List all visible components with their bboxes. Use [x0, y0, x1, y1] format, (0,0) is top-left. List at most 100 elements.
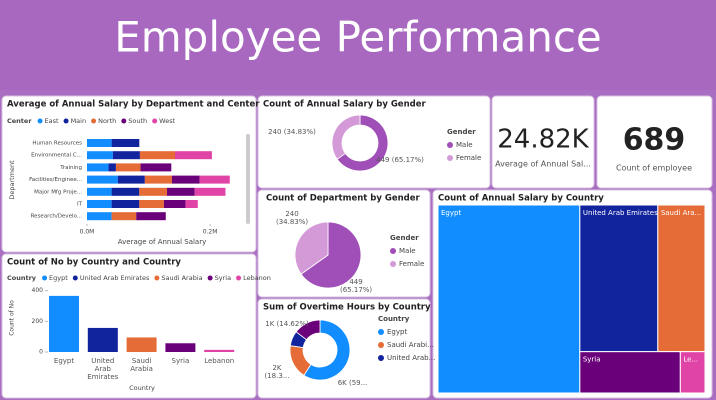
legend-title: Country — [378, 315, 410, 323]
bar — [126, 337, 157, 352]
bar-segment — [199, 175, 230, 184]
legend-label: United Arab... — [387, 354, 435, 362]
axis-title: Average of Annual Salary — [118, 238, 207, 246]
legend-label: Saudi Arabi... — [387, 341, 434, 349]
panel — [1, 95, 257, 253]
slice — [303, 319, 351, 381]
bar-segment — [87, 163, 109, 172]
legend-label: Male — [456, 141, 473, 149]
scrollbar[interactable] — [246, 134, 250, 224]
bar-segment — [111, 200, 140, 208]
data-label: 449 (65.17%) — [340, 278, 373, 294]
legend-swatch — [152, 118, 158, 124]
legend-swatch — [390, 261, 396, 267]
y-tick-label: Human Resources — [32, 141, 82, 147]
legend-swatch — [91, 118, 97, 124]
x-tick-label: Egypt — [53, 357, 75, 365]
bar-segment — [111, 212, 137, 221]
legend-label: Syria — [215, 274, 231, 282]
chart-title: Average of Annual Salary by Department a… — [7, 100, 260, 110]
legend-label: Lebanon — [243, 274, 271, 282]
bar — [49, 295, 79, 352]
tile-label: Egypt — [441, 209, 461, 217]
x-tick-label: United Arab Emirates — [87, 357, 119, 381]
header-band — [0, 0, 716, 90]
bar-segment — [117, 175, 145, 184]
bar-segment — [163, 200, 186, 208]
legend-swatch — [378, 355, 384, 361]
legend-swatch — [63, 118, 69, 124]
bar-segment — [139, 200, 164, 208]
bar-segment — [171, 175, 200, 184]
bar-segment — [115, 163, 141, 172]
legend-swatch — [378, 342, 384, 348]
bar-segment — [194, 187, 226, 196]
legend-label: Female — [456, 154, 481, 162]
bar — [204, 349, 235, 352]
bar-segment — [87, 139, 112, 147]
bar-segment — [87, 151, 113, 160]
legend-swatch — [447, 155, 453, 161]
card-label: Count of employee — [616, 164, 692, 173]
legend-title: Gender — [390, 234, 419, 242]
legend-swatch — [72, 275, 78, 281]
legend-swatch — [121, 118, 127, 124]
slice — [295, 319, 321, 341]
legend-label: Egypt — [49, 274, 68, 282]
legend-label: North — [98, 117, 116, 125]
axis-title: Count of No — [9, 300, 16, 336]
x-tick-label: 0.0M — [80, 229, 95, 236]
data-label: 2K (18.3... — [264, 364, 290, 380]
legend-swatch — [378, 329, 384, 335]
legend-swatch — [447, 142, 453, 148]
legend-label: Egypt — [387, 328, 407, 336]
bar — [87, 327, 118, 352]
chart-title: Count of Annual Salary by Country — [438, 194, 604, 204]
x-tick-label: Saudi Arabia — [130, 357, 153, 373]
slice — [294, 221, 329, 275]
data-label: 449 (65.17%) — [376, 156, 424, 164]
panel — [596, 95, 713, 189]
panel — [1, 253, 257, 399]
tile-label: United Arab Emirates — [583, 209, 658, 217]
slice — [336, 114, 389, 172]
page-title: Employee Performance — [114, 13, 602, 62]
data-label: 240 (34.83%) — [268, 128, 316, 136]
legend-swatch — [236, 275, 242, 281]
data-label: 240 (34.83%) — [276, 210, 309, 226]
y-tick-label: 400 — [32, 287, 44, 294]
bar-segment — [87, 187, 112, 196]
chart-title: Count of Department by Gender — [266, 194, 421, 204]
x-tick-label: Syria — [171, 357, 190, 365]
y-tick-label: Major Mfg Proje... — [34, 189, 82, 195]
legend-label: Saudi Arabia — [161, 274, 202, 282]
tile-label: Syria — [583, 356, 601, 364]
bar-segment — [185, 200, 198, 208]
bar-segment — [175, 151, 212, 160]
bar-segment — [87, 175, 118, 184]
treemap-tile — [679, 351, 706, 394]
y-tick-label: 0 — [39, 349, 43, 356]
y-tick-label: IT — [77, 202, 83, 208]
legend-label: East — [45, 117, 59, 125]
legend-label: Male — [399, 247, 416, 255]
panel — [257, 95, 491, 189]
bar — [165, 343, 196, 352]
legend-swatch — [154, 275, 160, 281]
legend-label: Female — [399, 260, 424, 268]
bar-segment — [139, 187, 167, 196]
slice — [331, 114, 361, 160]
bar-segment — [139, 151, 175, 160]
legend-label: Main — [71, 117, 87, 125]
tile-label: Le... — [683, 356, 698, 364]
legend-title: Center — [7, 117, 32, 125]
card-value: 24.82K — [497, 125, 589, 155]
legend-title: Country — [7, 274, 37, 282]
bar-segment — [136, 212, 166, 221]
data-label: 1K (14.62%) — [265, 320, 309, 328]
card-label: Average of Annual Sal... — [495, 160, 591, 169]
legend-swatch — [390, 248, 396, 254]
chart-title: Count of No by Country and Country — [7, 258, 181, 268]
legend-label: South — [128, 117, 147, 125]
